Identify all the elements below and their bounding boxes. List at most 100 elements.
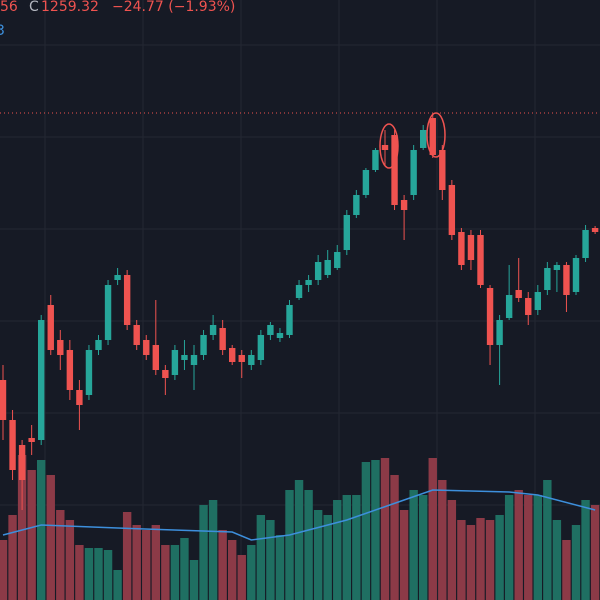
- candle-body: [200, 335, 207, 355]
- volume-bar: [199, 505, 208, 600]
- candle-body: [572, 258, 580, 292]
- candle-body: [505, 295, 513, 318]
- highlight-circle: [426, 112, 446, 158]
- volume-bar: [294, 480, 304, 600]
- candle-body: [162, 370, 169, 378]
- volume-ma-line: [2, 489, 596, 541]
- volume-bar: [8, 515, 17, 600]
- volume-bar: [189, 560, 199, 600]
- volume-bar: [371, 460, 380, 600]
- volume-bar: [504, 495, 514, 600]
- header-change: −24.77 (−1.93%): [112, 0, 235, 15]
- volume-bar: [75, 545, 84, 600]
- candle-body: [334, 252, 341, 268]
- volume-bar: [485, 520, 495, 600]
- candle-body: [133, 325, 140, 345]
- volume-bar: [524, 495, 533, 600]
- candle-body: [181, 355, 188, 360]
- candle-body: [410, 150, 417, 195]
- volume-bar: [304, 490, 313, 600]
- volume-bar: [552, 520, 562, 600]
- volume-bar: [103, 550, 113, 600]
- candle-body: [534, 292, 541, 310]
- candle-body: [353, 195, 360, 215]
- volume-bar: [352, 495, 361, 600]
- volume-bar: [466, 525, 476, 600]
- candle-body: [123, 275, 131, 325]
- candle-body: [209, 325, 217, 335]
- volume-bar: [17, 455, 27, 600]
- volume-bar: [208, 500, 218, 600]
- volume-bar: [409, 490, 418, 600]
- candle-body: [66, 350, 74, 390]
- volume-bar: [65, 520, 75, 600]
- candle-body: [343, 215, 350, 250]
- volume-bar: [342, 495, 351, 600]
- candle-body: [324, 260, 331, 275]
- candle-body: [563, 265, 570, 295]
- candle-body: [104, 285, 112, 340]
- volume-bar: [228, 540, 237, 600]
- candle-body: [372, 150, 379, 170]
- volume-bar: [447, 500, 457, 600]
- header-close-letter: C: [29, 0, 39, 15]
- volume-bar: [84, 548, 94, 600]
- candle-body: [400, 200, 408, 210]
- volume-bar: [323, 515, 332, 600]
- candle-body: [248, 355, 255, 365]
- volume-bar: [571, 525, 581, 600]
- candle-body: [38, 320, 45, 440]
- candle-body: [362, 170, 370, 195]
- candle-body: [76, 390, 83, 405]
- header-close: 1259.32: [41, 0, 99, 15]
- volume-pane: [0, 455, 600, 600]
- volume-bar: [543, 480, 552, 600]
- candle-body: [544, 268, 551, 290]
- candle-body: [295, 285, 303, 298]
- volume-bar: [237, 555, 246, 600]
- volume-bar: [180, 538, 189, 600]
- candle-body: [591, 228, 599, 232]
- volume-bar: [495, 515, 504, 600]
- candle-body: [525, 298, 532, 315]
- candle-body: [515, 290, 522, 298]
- volume-bar: [514, 490, 523, 600]
- candle-body: [95, 340, 102, 350]
- price-pane: [0, 115, 599, 510]
- candle-body: [47, 305, 54, 350]
- candle-body: [85, 350, 93, 395]
- volume-bar: [428, 458, 437, 600]
- header-prefix: 56: [0, 0, 18, 15]
- candle-body: [219, 328, 226, 350]
- candle-body: [553, 265, 561, 270]
- candle-body: [477, 235, 484, 285]
- volume-bar: [256, 515, 266, 600]
- candle-body: [420, 130, 427, 148]
- volume-bar: [361, 462, 371, 600]
- volume-bar: [46, 475, 55, 600]
- volume-bar: [247, 545, 256, 600]
- candle-body: [582, 230, 589, 258]
- candle-body: [28, 438, 35, 442]
- volume-bar: [333, 500, 342, 600]
- volume-bar: [0, 540, 8, 600]
- volume-bar: [313, 510, 323, 600]
- candle-body: [190, 355, 198, 365]
- volume-bar: [218, 530, 227, 600]
- volume-bar: [142, 530, 151, 600]
- candle-body: [429, 118, 436, 155]
- candle-body: [314, 262, 322, 280]
- volume-bar: [285, 490, 294, 600]
- volume-bar: [390, 475, 399, 600]
- candle-body: [0, 380, 7, 420]
- volume-bar: [562, 540, 571, 600]
- volume-bar: [122, 512, 132, 600]
- header-indicator: 3: [0, 23, 5, 39]
- volume-bar: [581, 500, 590, 600]
- candle-body: [257, 335, 265, 360]
- candle-body: [458, 232, 465, 265]
- grid: [0, 44, 600, 506]
- candle-body: [57, 340, 64, 355]
- candle-body: [238, 355, 245, 362]
